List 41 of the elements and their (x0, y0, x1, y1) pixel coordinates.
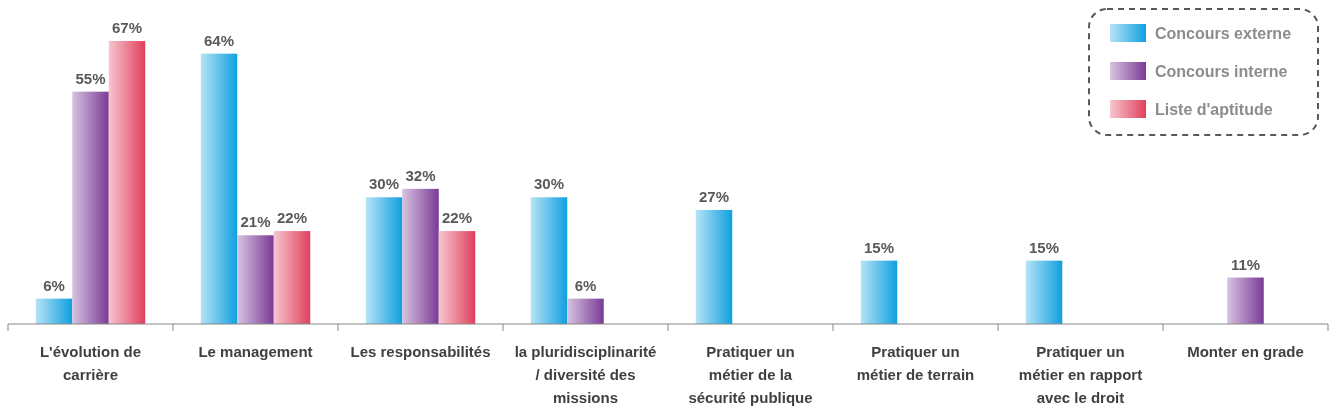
bar (273, 231, 311, 324)
data-label: 30% (533, 175, 565, 193)
bar (1025, 260, 1063, 324)
data-label: 27% (698, 187, 730, 205)
x-tick-label: Pratiquer un métier en rapport avec le droit (1018, 343, 1143, 406)
legend-label: Concours externe (1155, 25, 1292, 42)
bar (72, 91, 109, 324)
data-label: 15% (863, 238, 895, 256)
data-label: 30% (368, 175, 400, 193)
bar (1227, 277, 1264, 324)
data-label: 6% (43, 276, 65, 294)
data-label: 32% (405, 166, 436, 184)
bar (438, 231, 476, 324)
x-tick-label: L'évolution de carrière (39, 343, 142, 383)
legend-label: Liste d'aptitude (1155, 101, 1273, 118)
x-tick-label: Pratiquer un métier de la sécurité publique (688, 343, 813, 406)
data-label: 11% (1230, 255, 1261, 273)
data-label: 67% (111, 19, 143, 36)
x-tick-label: Les responsabilités (350, 343, 491, 360)
bar (237, 235, 274, 324)
data-label: 22% (276, 209, 308, 227)
bar (695, 209, 733, 324)
legend-label: Concours interne (1155, 63, 1288, 80)
x-tick-label: Le management (198, 343, 313, 360)
bar (567, 298, 604, 324)
bar (365, 197, 403, 324)
data-label: 21% (240, 213, 271, 231)
x-tick-label: Monter en grade (1187, 343, 1304, 360)
x-tick-label: la pluridisciplinarité / diversité des missions (514, 343, 657, 406)
bar (35, 298, 73, 324)
data-label: 64% (203, 31, 235, 49)
bar (200, 53, 238, 324)
data-label: 22% (441, 209, 473, 227)
bar (108, 41, 146, 324)
data-label: 6% (574, 276, 597, 294)
bar (402, 188, 439, 324)
bar (860, 260, 898, 324)
x-tick-label: Pratiquer un métier de terrain (856, 343, 975, 383)
data-label: 15% (1028, 238, 1060, 256)
bar (530, 197, 568, 324)
data-label: 55% (75, 69, 106, 87)
